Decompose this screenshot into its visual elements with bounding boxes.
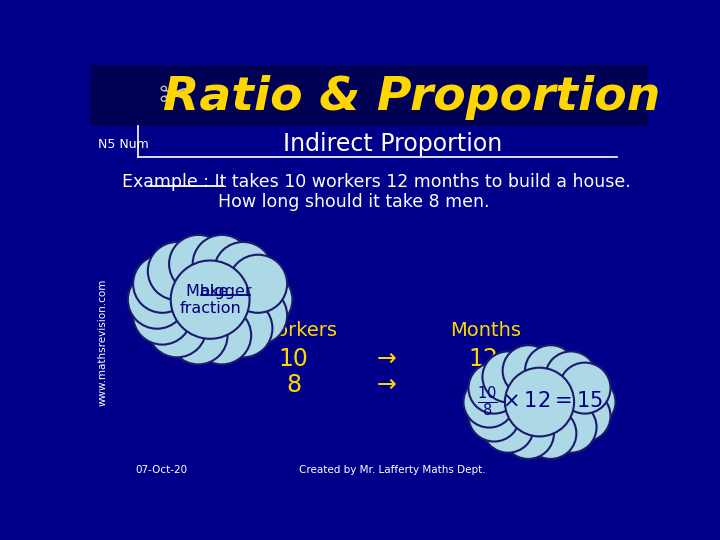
- Text: ✂: ✂: [158, 80, 189, 114]
- Text: Make: Make: [186, 284, 234, 299]
- Text: →: →: [377, 347, 397, 371]
- Text: www.mathsrevision.com: www.mathsrevision.com: [97, 278, 107, 406]
- Text: Example : It takes 10 workers 12 months to build a house.: Example : It takes 10 workers 12 months …: [122, 173, 631, 191]
- Text: →: →: [377, 373, 397, 397]
- FancyBboxPatch shape: [90, 65, 648, 126]
- Text: Indirect Proportion: Indirect Proportion: [283, 132, 502, 156]
- Text: 8: 8: [287, 373, 302, 397]
- Text: $\frac{10}{8} \times 12 = 15$: $\frac{10}{8} \times 12 = 15$: [477, 385, 603, 420]
- Text: 10: 10: [279, 347, 309, 371]
- Text: fraction: fraction: [179, 301, 241, 316]
- Text: 07-Oct-20: 07-Oct-20: [135, 465, 187, 475]
- Text: 12: 12: [469, 347, 499, 371]
- Text: N5 Num: N5 Num: [98, 138, 148, 151]
- Text: Workers: Workers: [258, 321, 337, 340]
- Text: Created by Mr. Lafferty Maths Dept.: Created by Mr. Lafferty Maths Dept.: [299, 465, 485, 475]
- Text: Ratio & Proportion: Ratio & Proportion: [163, 75, 660, 120]
- Text: Months: Months: [450, 321, 521, 340]
- Text: bigger: bigger: [168, 284, 251, 299]
- Text: How long should it take 8 men.: How long should it take 8 men.: [217, 193, 490, 211]
